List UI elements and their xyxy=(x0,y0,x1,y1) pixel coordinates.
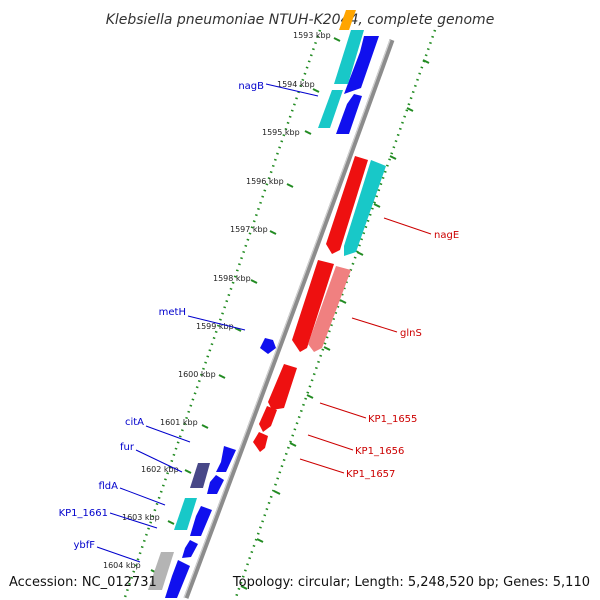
tick-mark-outer xyxy=(286,183,294,188)
gene-arrow[interactable] xyxy=(165,560,190,598)
tick-label: 1596 kbp xyxy=(246,177,284,186)
tick-mark-inner xyxy=(289,442,297,447)
gene-arrow[interactable] xyxy=(336,94,362,134)
connector-ybfF xyxy=(96,546,141,563)
gene-arrow[interactable] xyxy=(207,475,224,494)
tick-mark-inner xyxy=(339,299,347,304)
gene-arrow[interactable] xyxy=(259,406,277,432)
tick-mark-outer xyxy=(304,130,312,135)
tick-mark-inner xyxy=(240,585,248,590)
tick-mark-outer xyxy=(167,520,175,525)
pink-feature[interactable] xyxy=(308,266,351,352)
gene-arrow[interactable] xyxy=(326,156,368,254)
topology-text: Topology: circular; Length: 5,248,520 bp… xyxy=(232,575,590,590)
gene-label-nagE[interactable]: nagE xyxy=(434,230,459,241)
connector-KP1_1657 xyxy=(299,458,345,474)
backbone xyxy=(183,39,395,599)
connector-nagE xyxy=(383,217,432,235)
accession-text: Accession: NC_012731 xyxy=(9,575,157,590)
gene-arrow[interactable] xyxy=(260,338,276,354)
label-connectors xyxy=(96,83,432,563)
tick-mark-inner xyxy=(306,394,314,399)
forward-strand-genes xyxy=(148,10,379,598)
dark-purple-feature[interactable] xyxy=(190,463,210,488)
backbone-line xyxy=(183,39,395,599)
tick-label: 1594 kbp xyxy=(277,80,315,89)
tick-mark-inner xyxy=(389,155,397,160)
gene-arrow[interactable] xyxy=(182,540,198,558)
tick-mark-inner xyxy=(406,107,414,112)
cyan-feature[interactable] xyxy=(344,160,386,256)
tick-mark-outer xyxy=(184,469,192,474)
connector-fur xyxy=(135,449,183,473)
tick-mark-inner xyxy=(373,203,381,208)
tick-label: 1601 kbp xyxy=(160,418,198,427)
tick-mark-outer xyxy=(218,374,226,379)
gene-label-glnS[interactable]: glnS xyxy=(400,328,422,339)
tick-label: 1599 kbp xyxy=(196,322,234,331)
tick-label: 1598 kbp xyxy=(213,274,251,283)
reverse-strand-genes xyxy=(253,156,386,452)
gene-label-fldA[interactable]: fldA xyxy=(99,481,119,492)
connector-metH xyxy=(187,315,246,331)
tick-mark-inner xyxy=(323,346,331,351)
connector-fldA xyxy=(119,487,166,506)
tick-label: 1602 kbp xyxy=(141,465,179,474)
gene-arrow[interactable] xyxy=(216,446,236,472)
genome-title: Klebsiella pneumoniae NTUH-K2044, comple… xyxy=(106,12,495,28)
gene-arrow[interactable] xyxy=(344,36,379,94)
gene-label-KP1_1661[interactable]: KP1_1661 xyxy=(59,508,108,519)
gene-labels-left: nagB metH citA fur fldA KP1_1661 ybfF xyxy=(59,81,265,551)
inner-right-dotted-ring xyxy=(233,29,437,600)
tick-labels: 1593 kbp 1594 kbp 1595 kbp 1596 kbp 1597… xyxy=(103,31,331,570)
gene-label-metH[interactable]: metH xyxy=(159,307,186,318)
gray-feature[interactable] xyxy=(148,552,174,590)
connector-nagB xyxy=(265,83,319,97)
connector-glnS xyxy=(351,317,398,333)
backbone-highlight xyxy=(183,39,391,599)
tick-label: 1593 kbp xyxy=(293,31,331,40)
tick-mark-outer xyxy=(234,327,242,332)
cyan-feature[interactable] xyxy=(318,90,343,128)
tick-label: 1604 kbp xyxy=(103,561,141,570)
tick-label: 1600 kbp xyxy=(178,370,216,379)
tick-mark-inner xyxy=(256,538,264,543)
tick-mark-inner xyxy=(422,59,430,64)
cyan-feature[interactable] xyxy=(174,498,197,530)
gene-label-ybfF[interactable]: ybfF xyxy=(73,540,95,551)
tick-mark-outer xyxy=(312,88,320,93)
tick-mark-inner xyxy=(273,490,281,495)
gene-arrow[interactable] xyxy=(190,506,212,536)
gene-arrow[interactable] xyxy=(292,260,334,352)
gene-label-KP1_1657[interactable]: KP1_1657 xyxy=(346,469,395,480)
connector-citA xyxy=(145,425,191,443)
connector-KP1_1656 xyxy=(307,434,354,451)
tick-label: 1603 kbp xyxy=(122,513,160,522)
tick-mark-inner xyxy=(356,251,364,256)
tick-label: 1597 kbp xyxy=(230,225,268,234)
tick-mark-outer xyxy=(250,279,258,284)
gene-labels-right: nagE glnS KP1_1655 KP1_1656 KP1_1657 xyxy=(346,230,459,480)
gene-label-KP1_1655[interactable]: KP1_1655 xyxy=(368,414,417,425)
connector-KP1_1655 xyxy=(319,402,367,419)
gene-arrow[interactable] xyxy=(253,432,268,452)
gene-label-citA[interactable]: citA xyxy=(125,417,144,428)
tick-mark-outer xyxy=(269,230,277,235)
gene-label-nagB[interactable]: nagB xyxy=(238,81,264,92)
tick-mark-outer xyxy=(201,424,209,429)
tick-marks xyxy=(150,37,430,590)
gene-arrow[interactable] xyxy=(339,10,356,30)
gene-label-KP1_1656[interactable]: KP1_1656 xyxy=(355,446,404,457)
connector-KP1_1661 xyxy=(109,512,158,529)
tick-mark-outer xyxy=(333,37,341,42)
gene-arrow[interactable] xyxy=(268,364,297,410)
gene-label-fur[interactable]: fur xyxy=(120,442,135,453)
cyan-feature[interactable] xyxy=(334,30,364,84)
tick-label: 1595 kbp xyxy=(262,128,300,137)
